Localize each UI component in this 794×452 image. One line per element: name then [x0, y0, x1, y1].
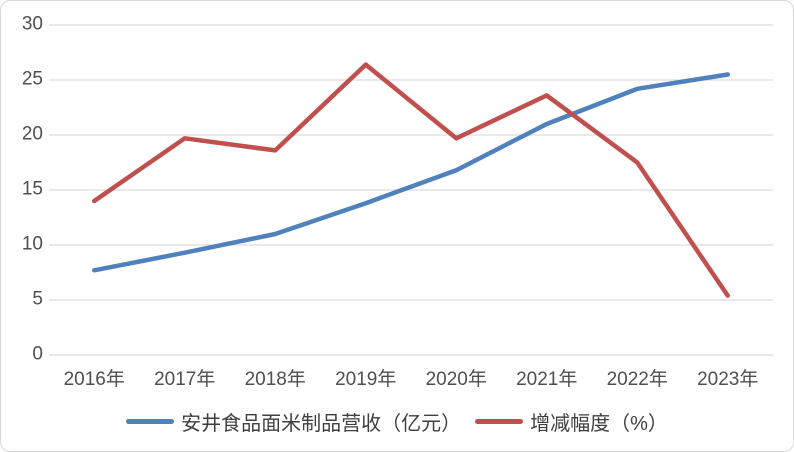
growth-rate-line — [92, 62, 730, 298]
revenue-series-label: 安井食品面米制品营收（亿元） — [181, 413, 462, 435]
growth-series-swatch — [475, 419, 524, 424]
growth-series-label: 增减幅度（%） — [530, 413, 668, 435]
legend-item-revenue: 安井食品面米制品营收（亿元） — [126, 407, 461, 436]
legend-item-growth: 增减幅度（%） — [475, 407, 668, 436]
revenue-series-swatch — [126, 419, 175, 424]
legend: 安井食品面米制品营收（亿元） 增减幅度（%） — [1, 407, 793, 436]
revenue-line — [92, 72, 730, 273]
